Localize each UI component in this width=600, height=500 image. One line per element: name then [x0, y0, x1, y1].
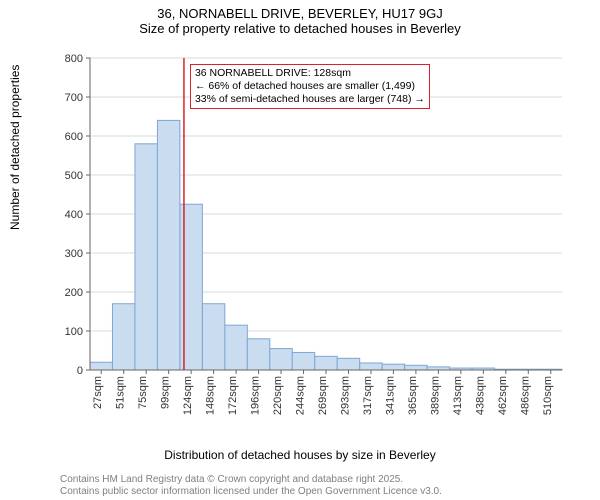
svg-text:365sqm: 365sqm — [407, 376, 419, 415]
annotation-line: 36 NORNABELL DRIVE: 128sqm — [195, 67, 425, 80]
x-axis-label: Distribution of detached houses by size … — [0, 448, 600, 462]
svg-text:462sqm: 462sqm — [497, 376, 509, 415]
chart-subtitle: Size of property relative to detached ho… — [0, 21, 600, 36]
footer-line-1: Contains HM Land Registry data © Crown c… — [60, 474, 442, 486]
svg-text:500: 500 — [65, 170, 83, 182]
svg-text:400: 400 — [65, 209, 83, 221]
svg-text:200: 200 — [65, 287, 83, 299]
svg-text:600: 600 — [65, 131, 83, 143]
svg-text:269sqm: 269sqm — [317, 376, 329, 415]
svg-text:51sqm: 51sqm — [115, 376, 127, 409]
svg-text:172sqm: 172sqm — [227, 376, 239, 415]
svg-text:510sqm: 510sqm — [542, 376, 554, 415]
svg-text:0: 0 — [77, 365, 83, 377]
svg-text:413sqm: 413sqm — [452, 376, 464, 415]
svg-text:293sqm: 293sqm — [339, 376, 351, 415]
svg-text:486sqm: 486sqm — [519, 376, 531, 415]
svg-text:389sqm: 389sqm — [429, 376, 441, 415]
svg-text:438sqm: 438sqm — [474, 376, 486, 415]
svg-text:99sqm: 99sqm — [160, 376, 172, 409]
svg-text:700: 700 — [65, 92, 83, 104]
svg-text:27sqm: 27sqm — [92, 376, 104, 409]
svg-text:341sqm: 341sqm — [384, 376, 396, 415]
svg-text:100: 100 — [65, 326, 83, 338]
y-axis-label: Number of detached properties — [8, 65, 22, 230]
svg-text:75sqm: 75sqm — [137, 376, 149, 409]
footer-attribution: Contains HM Land Registry data © Crown c… — [60, 474, 442, 498]
svg-text:124sqm: 124sqm — [182, 376, 194, 415]
svg-text:148sqm: 148sqm — [205, 376, 217, 415]
svg-text:300: 300 — [65, 248, 83, 260]
annotation-line: 33% of semi-detached houses are larger (… — [195, 93, 425, 106]
svg-text:244sqm: 244sqm — [295, 376, 307, 415]
svg-text:220sqm: 220sqm — [272, 376, 284, 415]
annotation-box: 36 NORNABELL DRIVE: 128sqm← 66% of detac… — [190, 64, 430, 109]
footer-line-2: Contains public sector information licen… — [60, 486, 442, 498]
address-title: 36, NORNABELL DRIVE, BEVERLEY, HU17 9GJ — [0, 6, 600, 21]
svg-text:800: 800 — [65, 53, 83, 65]
annotation-line: ← 66% of detached houses are smaller (1,… — [195, 80, 425, 93]
svg-text:317sqm: 317sqm — [362, 376, 374, 415]
svg-text:196sqm: 196sqm — [250, 376, 262, 415]
